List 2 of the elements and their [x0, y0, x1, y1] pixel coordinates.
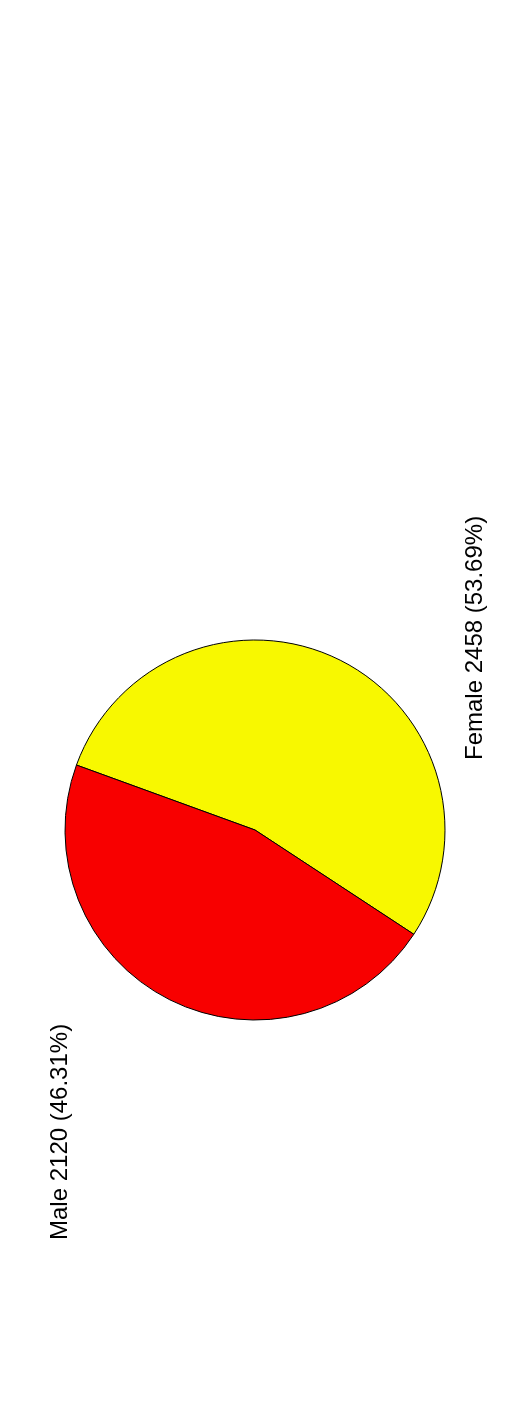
- slice-label: Female 2458 (53.69%): [460, 515, 487, 760]
- slice-label: Male 2120 (46.31%): [45, 1023, 72, 1240]
